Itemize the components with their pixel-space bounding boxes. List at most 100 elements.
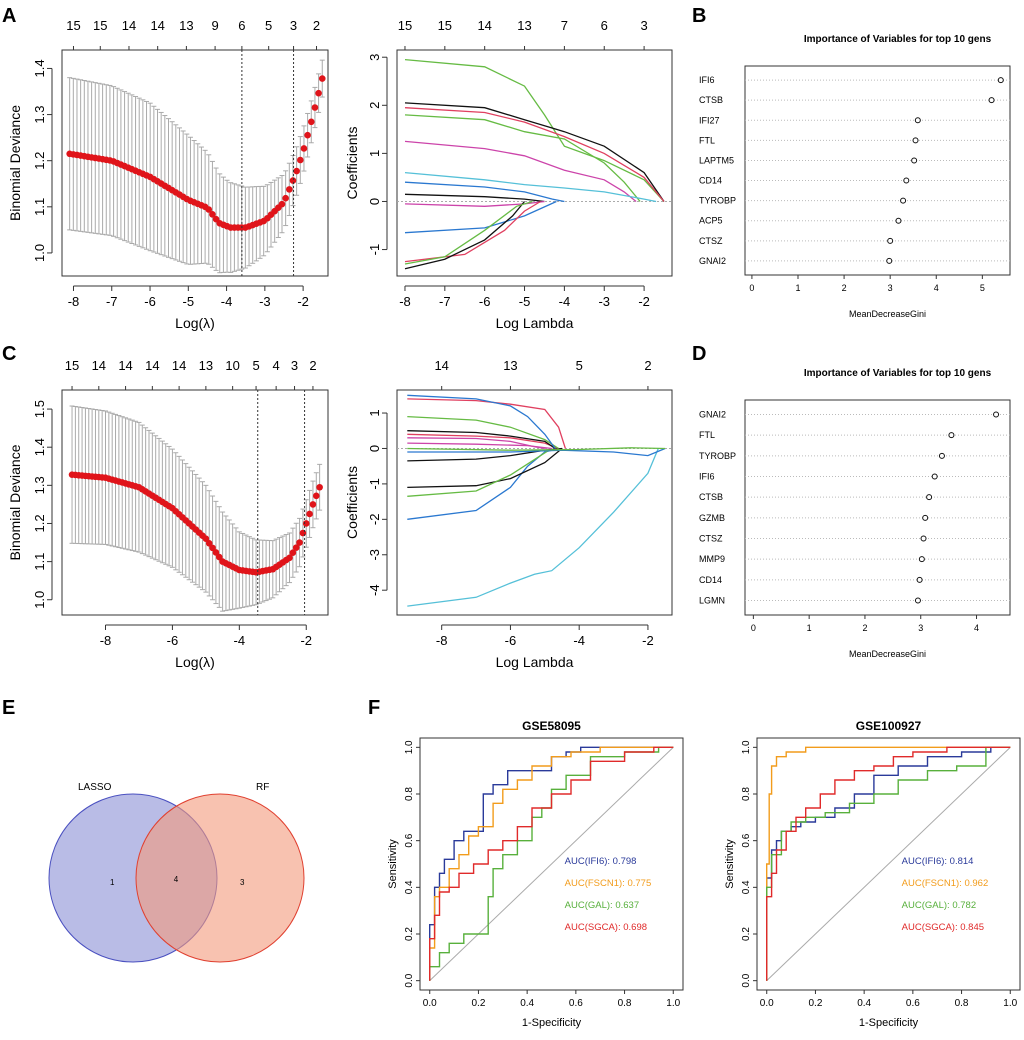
F1-legend-auc: 0.698 <box>623 922 647 933</box>
B-importance-dot <box>900 197 907 204</box>
F2-y-tick-label: 0.2 <box>741 927 752 941</box>
F1-chart-title: GSE58095 <box>522 719 581 733</box>
C1-deviance-point <box>289 549 297 557</box>
C1-top-tick-label: 14 <box>118 358 132 373</box>
A2-x-tick-label: -5 <box>519 294 531 309</box>
F1-legend-auc: 0.775 <box>627 878 651 889</box>
A2-top-tick-label: 6 <box>601 18 608 33</box>
B-importance-dot <box>912 137 919 144</box>
F1-y-tick-label: 0.2 <box>404 927 415 941</box>
C1-deviance-point <box>309 501 317 508</box>
F1-legend-name: AUC(FSCN1): <box>565 878 628 889</box>
A2-coefficient-path <box>404 114 641 202</box>
venn-label-lasso: LASSO <box>78 782 112 793</box>
C2-y-tick-label: -3 <box>367 549 382 561</box>
A2-coefficient-path <box>404 200 533 265</box>
A1-deviance-point <box>209 211 216 218</box>
F1-y-axis-label: Sensitivity <box>387 839 399 889</box>
A1-y-tick-label: 1.3 <box>32 106 47 124</box>
A1-top-tick-label: 14 <box>122 18 136 33</box>
F1-legend-entry: AUC(IFI6): 0.798 <box>565 856 637 867</box>
C2-x-tick-label: -8 <box>436 633 448 648</box>
A1-deviance-point <box>300 145 308 152</box>
D-importance-dot <box>948 432 955 439</box>
F2-x-tick-label: 0.2 <box>808 998 822 1009</box>
F2-legend-entry: AUC(IFI6): 0.814 <box>902 856 974 867</box>
A2-coefficient-path <box>404 171 657 203</box>
C1-plot-frame <box>61 389 329 616</box>
F1-legend-entry: AUC(GAL): 0.637 <box>565 900 639 911</box>
A2-plot-frame <box>396 49 673 277</box>
A1-top-tick-label: 15 <box>93 18 107 33</box>
A2-x-tick-label: -7 <box>439 294 451 309</box>
B-category-label: CD14 <box>699 176 722 186</box>
C1-deviance-point <box>215 553 223 561</box>
C2-coefficient-path <box>407 447 553 497</box>
F1-x-tick-label: 1.0 <box>666 998 680 1009</box>
C2-x-tick-label: -4 <box>573 633 585 648</box>
A2-coefficient-path <box>404 181 565 203</box>
D-chart-title: Importance of Variables for top 10 gens <box>804 368 992 379</box>
A2-y-axis-label: Coefficients <box>344 127 360 200</box>
F2-x-axis-label: 1-Specificity <box>859 1017 919 1029</box>
A1-deviance-point <box>304 131 311 139</box>
C2-coefficient-path <box>407 447 563 489</box>
B-category-label: CTSZ <box>699 236 723 246</box>
C1-top-tick-label: 14 <box>145 358 159 373</box>
F2-legend-name: AUC(FSCN1): <box>902 878 965 889</box>
B-importance-dot <box>887 237 894 244</box>
A2-x-tick-label: -3 <box>598 294 610 309</box>
C1-deviance-point <box>286 554 293 562</box>
C2-x-tick-label: -6 <box>505 633 517 648</box>
F1-legend-name: AUC(IFI6): <box>565 856 613 867</box>
A1-top-tick-label: 2 <box>313 18 320 33</box>
A1-y-tick-label: 1.2 <box>32 152 47 170</box>
C2-x-tick-label: -2 <box>642 633 654 648</box>
F2-legend-entry: AUC(FSCN1): 0.962 <box>902 878 989 889</box>
F1-x-tick-label: 0.6 <box>569 998 583 1009</box>
D-category-label: CTSZ <box>699 534 723 544</box>
panel-label-b: B <box>692 5 706 27</box>
importance-plot-d: Importance of Variables for top 10 gens G… <box>699 368 1011 659</box>
B-importance-dot <box>914 117 921 124</box>
roc-plot-f1: GSE58095 0.0 0.2 0.4 0.6 0.8 1.0 0.0 0.2 0.4 0.6 0.… <box>387 719 684 1029</box>
A1-x-tick-label: -2 <box>297 294 309 309</box>
F1-y-tick-label: 0.8 <box>404 787 415 801</box>
A2-y-tick-label: 3 <box>367 54 382 61</box>
A2-y-tick-label: 1 <box>367 150 382 157</box>
F1-legend-name: AUC(GAL): <box>565 900 616 911</box>
D-x-tick-label: 2 <box>862 623 867 633</box>
A1-x-axis-label: Log(λ) <box>175 315 215 331</box>
F2-legend-auc: 0.962 <box>964 878 988 889</box>
F2-y-tick-label: 0.8 <box>741 787 752 801</box>
A2-top-tick-label: 13 <box>517 18 531 33</box>
F1-y-tick-label: 0.0 <box>404 973 415 987</box>
A1-deviance-point <box>293 167 300 175</box>
C1-top-tick-label: 13 <box>199 358 213 373</box>
A2-y-tick-label: 0 <box>367 198 382 205</box>
D-importance-dot <box>938 452 945 459</box>
A1-top-tick-label: 14 <box>150 18 164 33</box>
F1-legend-entry: AUC(SGCA): 0.698 <box>565 922 647 933</box>
A2-coefficient-path <box>404 201 526 270</box>
venn-label-rf: RF <box>256 782 269 793</box>
C2-y-tick-label: -1 <box>367 478 382 490</box>
C2-y-tick-label: 1 <box>367 409 382 416</box>
C2-coefficient-path <box>407 394 556 449</box>
B-x-tick-label: 5 <box>980 283 985 293</box>
D-category-label: FTL <box>699 430 715 440</box>
C2-y-tick-label: -4 <box>367 584 382 596</box>
B-x-tick-label: 1 <box>795 283 800 293</box>
C1-y-tick-label: 1.1 <box>32 553 47 571</box>
D-category-label: IFI6 <box>699 471 715 481</box>
A1-top-tick-label: 13 <box>179 18 193 33</box>
C2-y-tick-label: -2 <box>367 514 382 526</box>
D-importance-dot <box>918 556 925 563</box>
D-importance-dot <box>916 576 923 583</box>
A1-x-tick-label: -5 <box>183 294 195 309</box>
panel-label-e: E <box>2 697 15 719</box>
B-x-tick-label: 0 <box>749 283 754 293</box>
B-category-label: IFI27 <box>699 115 720 125</box>
C1-deviance-point <box>299 529 307 537</box>
